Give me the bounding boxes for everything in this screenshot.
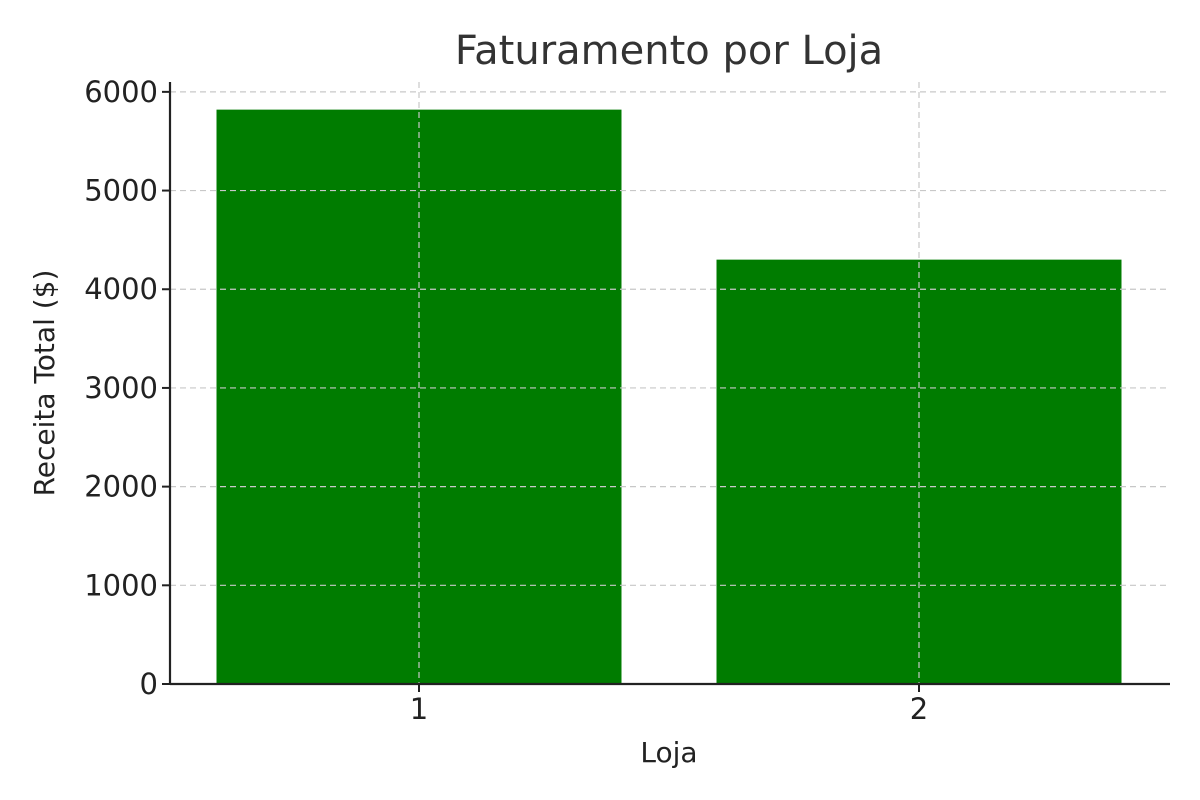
y-axis-label: Receita Total ($) xyxy=(28,270,61,497)
chart-title: Faturamento por Loja xyxy=(455,28,883,74)
y-axis: 0 1000 2000 3000 4000 5000 6000 xyxy=(84,75,170,701)
y-tick-label: 2000 xyxy=(84,470,158,504)
x-tick-label: 2 xyxy=(910,692,928,726)
bars xyxy=(216,109,1122,684)
x-tick-label: 1 xyxy=(410,692,428,726)
y-tick-label: 5000 xyxy=(84,174,158,208)
y-tick-label: 0 xyxy=(140,667,158,701)
y-tick-label: 4000 xyxy=(84,272,158,306)
x-axis-label: Loja xyxy=(640,736,697,769)
grid-lines xyxy=(170,82,1170,684)
y-tick-label: 6000 xyxy=(84,75,158,109)
y-tick-label: 1000 xyxy=(84,568,158,602)
y-tick-label: 3000 xyxy=(84,371,158,405)
